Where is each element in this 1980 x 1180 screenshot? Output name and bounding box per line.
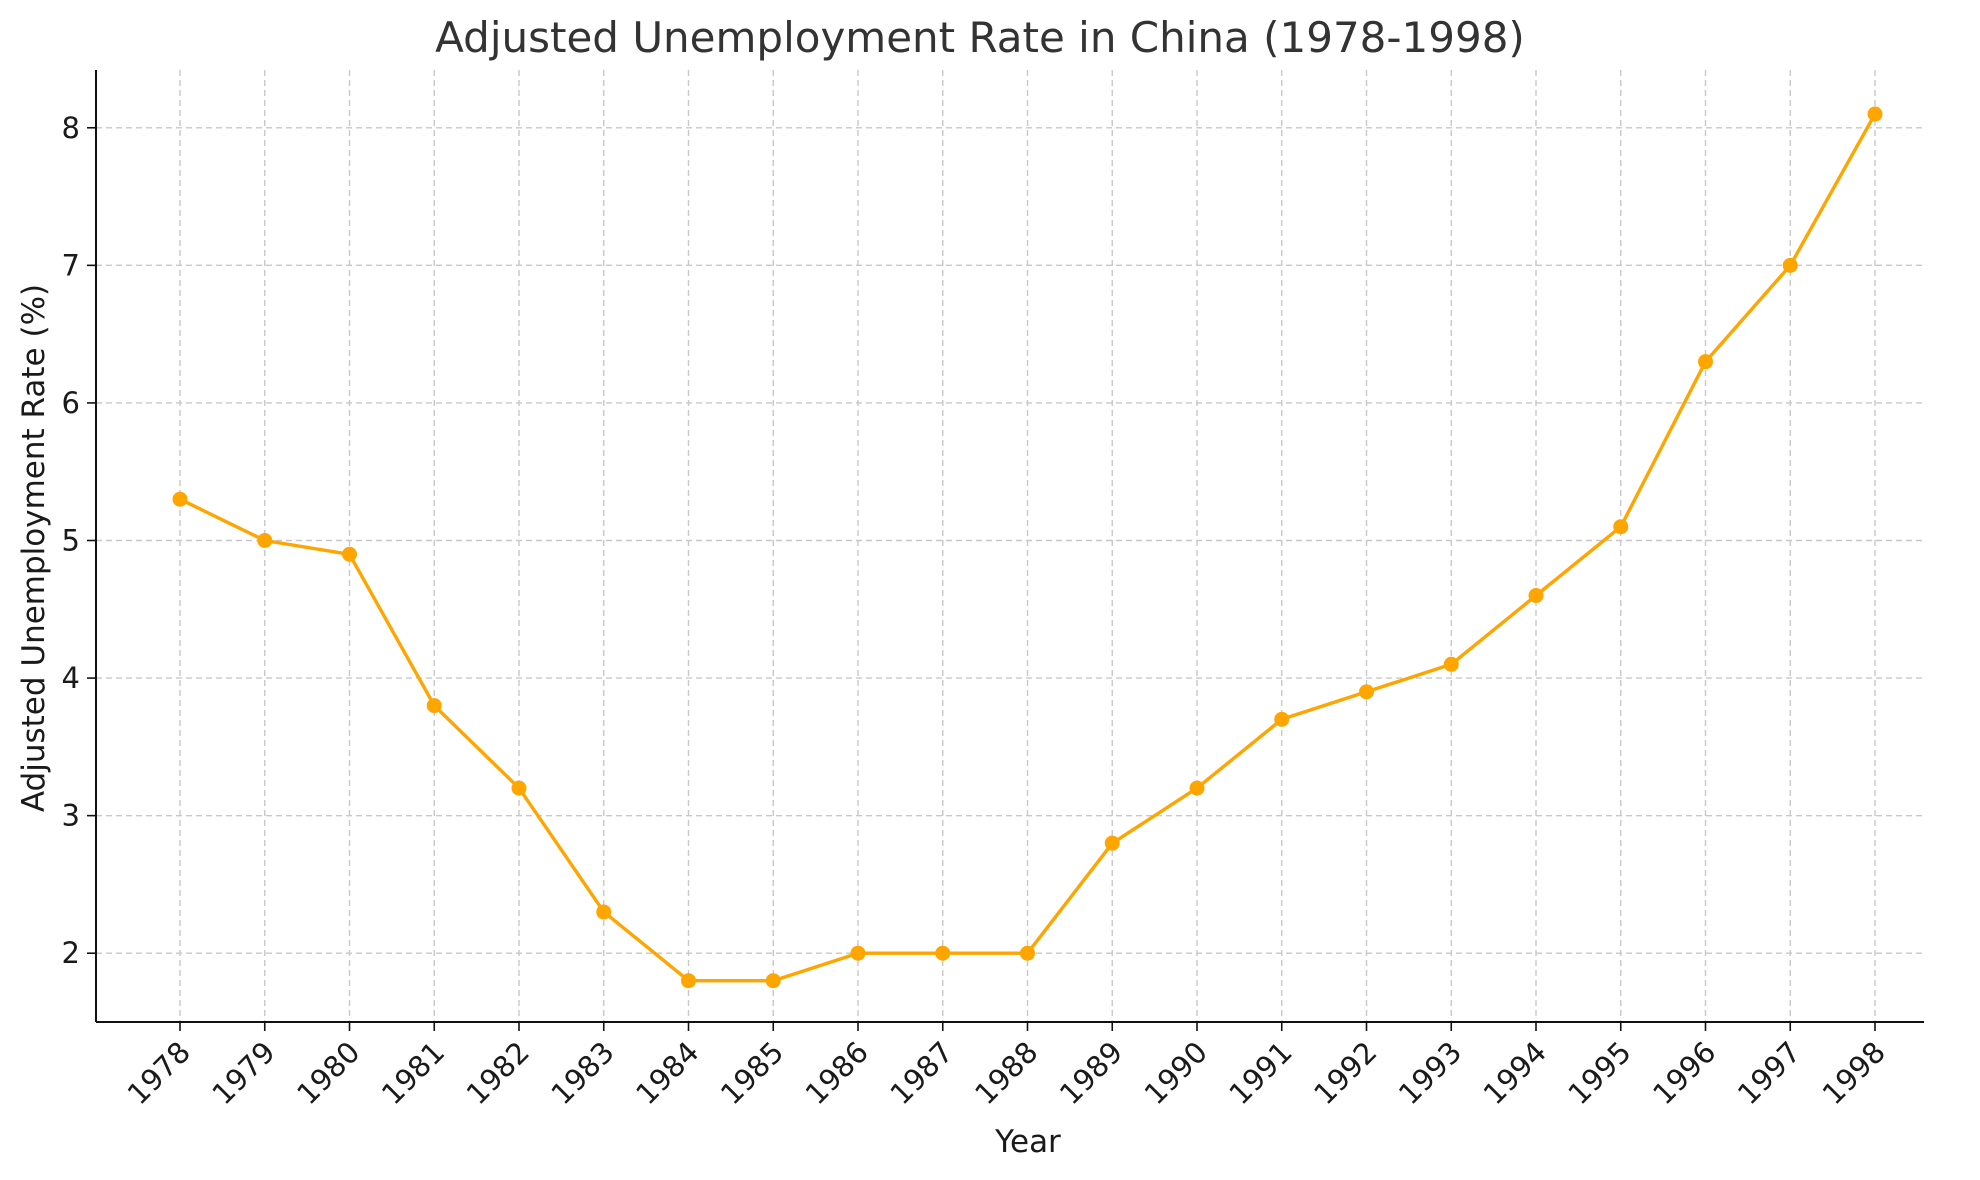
y-tick-label: 4 [62,661,80,695]
data-point [850,945,866,961]
data-point [1613,519,1629,535]
series-layer [172,106,1883,989]
data-point [1359,684,1374,700]
data-point [935,945,951,961]
x-tick-label: 1998 [1816,1035,1892,1111]
x-ticks: 1978 1979 1980 1981 1982 1983 1984 1985 1986 1987… [121,1022,1892,1111]
x-tick-label: 1979 [205,1035,281,1111]
data-point [257,532,273,548]
x-tick-label: 1978 [121,1035,197,1111]
x-tick-label: 1984 [629,1035,705,1111]
x-tick-label: 1989 [1053,1035,1129,1111]
x-tick-label: 1988 [968,1035,1044,1111]
data-point [511,780,527,796]
x-tick-label: 1991 [1222,1035,1298,1111]
x-tick-label: 1990 [1138,1035,1214,1111]
x-tick-label: 1994 [1477,1035,1553,1111]
data-point [596,904,612,920]
data-point [1698,354,1713,370]
data-point [1782,257,1798,273]
y-axis-label: Adjusted Unemployment Rate (%) [16,284,52,812]
x-tick-label: 1986 [799,1035,875,1111]
x-tick-label: 1985 [714,1035,790,1111]
x-tick-label: 1993 [1392,1035,1468,1111]
y-tick-label: 2 [62,936,80,970]
y-tick-label: 6 [62,386,80,420]
axes [95,70,1924,1023]
x-tick-label: 1995 [1561,1035,1637,1111]
data-point [1104,835,1120,851]
y-tick-label: 3 [62,799,80,833]
x-tick-label: 1983 [544,1035,620,1111]
data-point [1020,945,1035,961]
y-ticks: 2 3 4 5 6 7 8 [62,111,96,970]
x-tick-label: 1992 [1307,1035,1383,1111]
data-point [765,973,781,989]
data-point [172,491,188,507]
data-point [426,698,442,714]
y-tick-label: 7 [62,248,80,282]
x-axis-label: Year [994,1124,1061,1160]
data-point [1443,656,1459,672]
x-tick-label: 1981 [375,1035,451,1111]
x-tick-label: 1987 [883,1035,959,1111]
y-tick-label: 5 [62,523,80,557]
x-tick-label: 1996 [1646,1035,1722,1111]
x-tick-label: 1980 [290,1035,366,1111]
data-point [1274,711,1290,727]
data-point [1867,106,1883,122]
chart-title: Adjusted Unemployment Rate in China (197… [435,13,1525,62]
data-point [342,546,357,562]
y-tick-label: 8 [62,111,80,145]
data-point [1528,588,1544,604]
grid [96,70,1924,1022]
x-tick-label: 1997 [1731,1035,1807,1111]
data-point [1189,780,1205,796]
data-point [681,973,696,989]
x-tick-label: 1982 [460,1035,536,1111]
